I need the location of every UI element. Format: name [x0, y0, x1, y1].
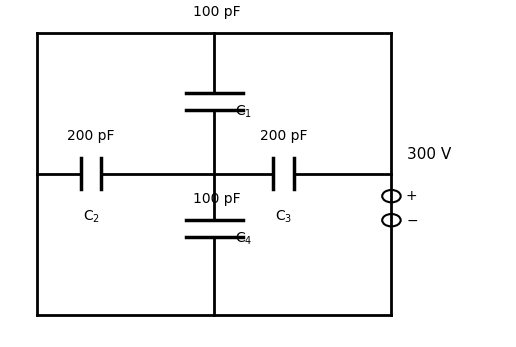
- Text: C$_1$: C$_1$: [235, 104, 252, 120]
- Text: 300 V: 300 V: [407, 147, 451, 162]
- Text: C$_2$: C$_2$: [83, 208, 100, 225]
- Text: C$_4$: C$_4$: [235, 231, 252, 247]
- Text: +: +: [406, 189, 417, 203]
- Text: $-$: $-$: [406, 213, 418, 227]
- Text: 100 pF: 100 pF: [193, 5, 241, 19]
- Text: 200 pF: 200 pF: [68, 129, 115, 143]
- Text: C$_3$: C$_3$: [275, 208, 292, 225]
- Text: 200 pF: 200 pF: [260, 129, 308, 143]
- Text: 100 pF: 100 pF: [193, 193, 241, 206]
